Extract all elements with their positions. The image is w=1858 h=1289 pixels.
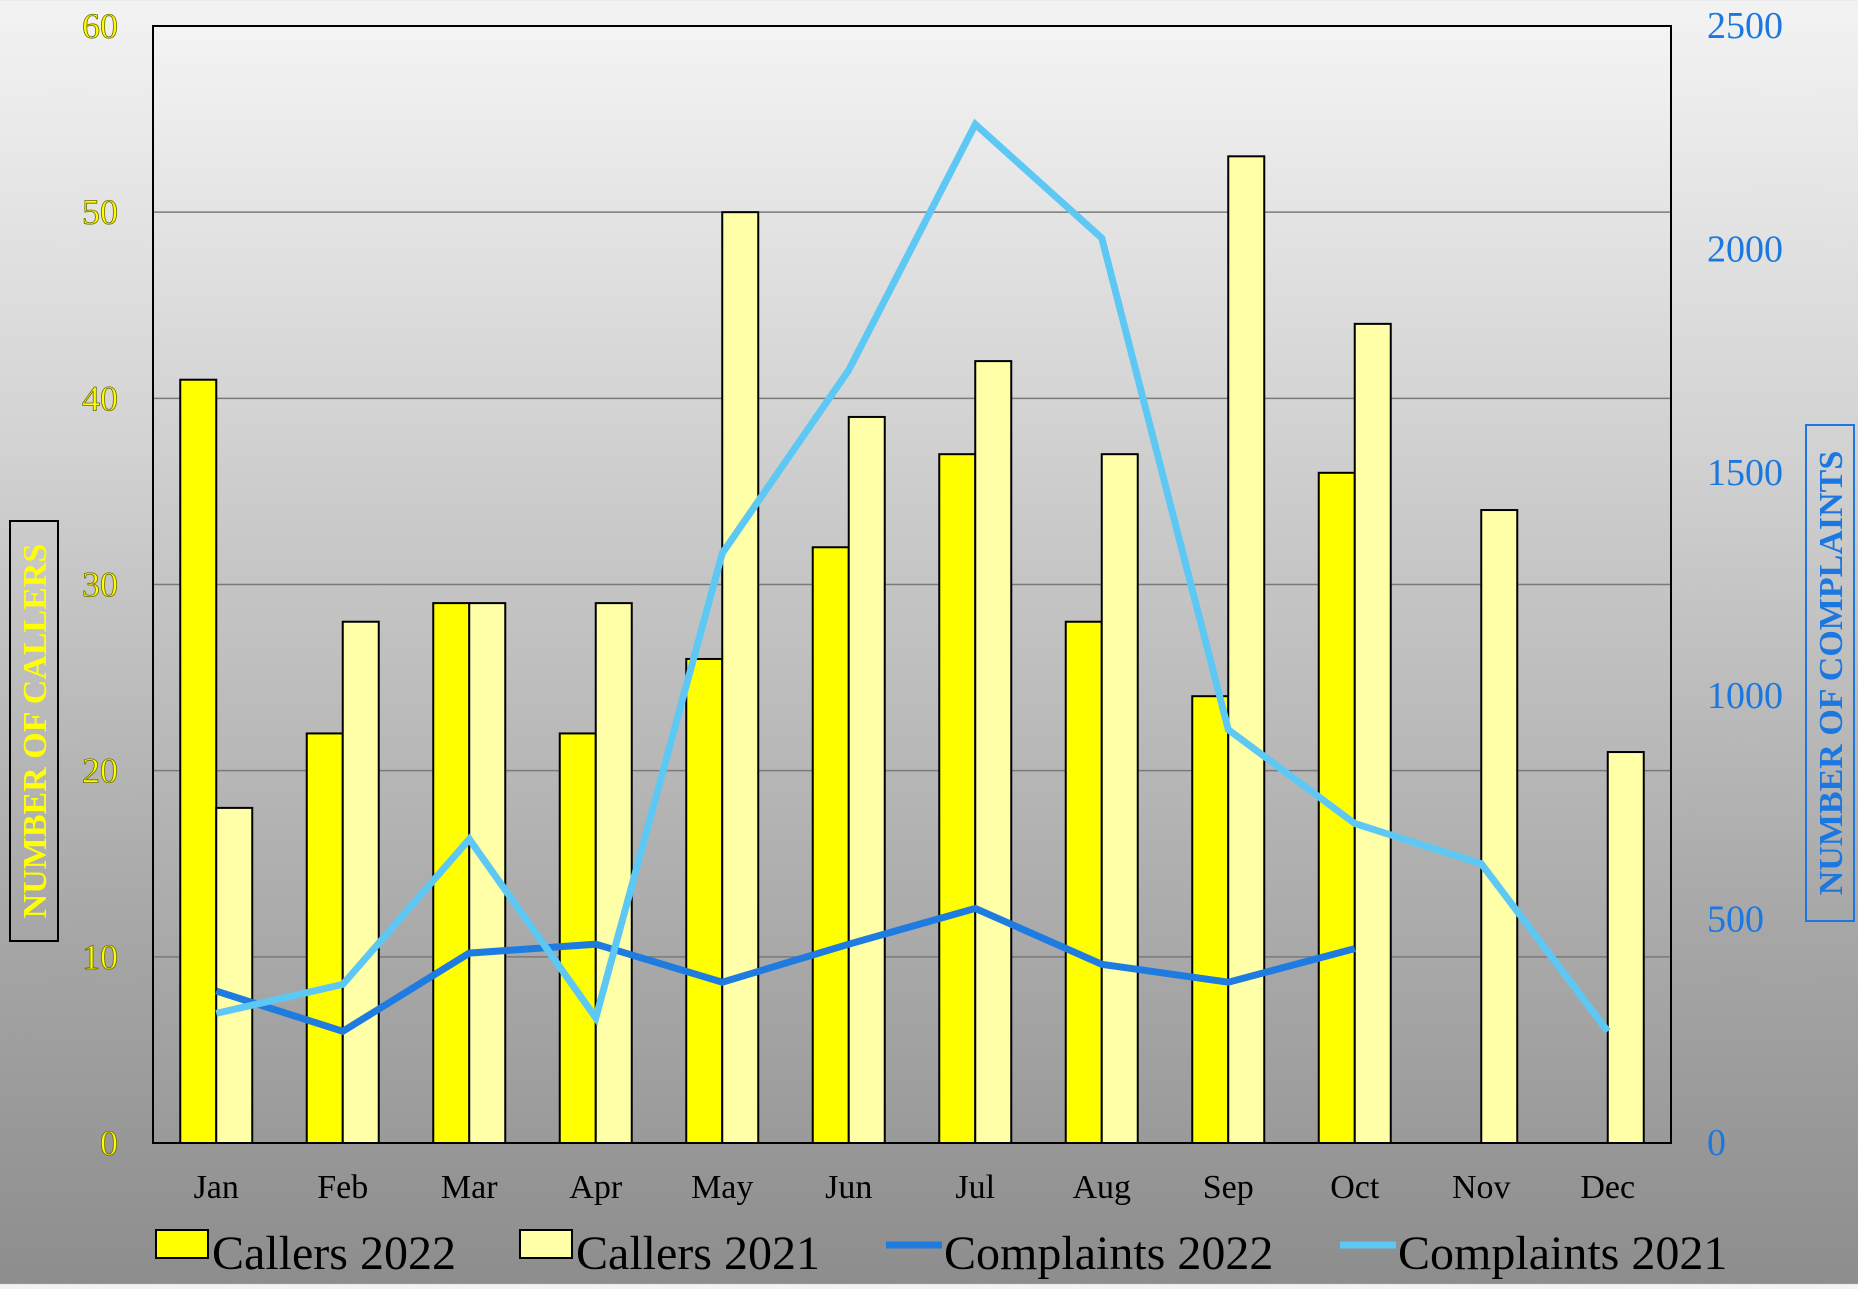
left-tick-label: 20 — [82, 751, 118, 791]
x-tick-label: Nov — [1452, 1169, 1511, 1206]
bar-callers-2021 — [1353, 322, 1392, 1145]
legend: Callers 2022 Callers 2021 Complaints 2022 C… — [155, 1227, 1727, 1280]
x-tick-label: Apr — [569, 1169, 623, 1206]
bar-callers-2022 — [558, 732, 597, 1145]
legend-label: Callers 2021 — [576, 1227, 820, 1280]
right-tick-label: 500 — [1707, 899, 1764, 941]
legend-swatch — [519, 1229, 573, 1259]
left-tick-label: 0 — [100, 1123, 118, 1163]
bar-callers-2022 — [1191, 695, 1230, 1144]
x-tick-label: May — [691, 1169, 753, 1206]
legend-label: Complaints 2021 — [1398, 1227, 1727, 1280]
x-tick-label: Feb — [317, 1169, 368, 1206]
left-axis-title-box — [9, 520, 59, 942]
legend-label: Complaints 2022 — [944, 1227, 1273, 1280]
left-tick-label: 30 — [82, 565, 118, 605]
legend-swatch — [155, 1229, 209, 1259]
bar-callers-2021 — [1480, 509, 1519, 1144]
right-tick-label: 1500 — [1707, 452, 1783, 494]
line-complaints-2022 — [215, 904, 1356, 1036]
bar-callers-2022 — [811, 546, 850, 1144]
bar-callers-2021 — [847, 415, 886, 1144]
right-axis-title-group: NUMBER OF COMPLAINTS — [1805, 424, 1855, 922]
left-tick-label: 60 — [82, 6, 118, 46]
x-tick-label: Dec — [1580, 1169, 1635, 1206]
lines — [215, 118, 1611, 1036]
x-tick-label: Jan — [194, 1169, 239, 1206]
right-axis-title: NUMBER OF COMPLAINTS — [1813, 451, 1850, 896]
left-tick-label: 50 — [82, 192, 118, 232]
x-tick-label: Sep — [1203, 1169, 1254, 1206]
right-tick-label: 0 — [1707, 1122, 1726, 1164]
left-axis-title: NUMBER OF CALLERS — [17, 544, 54, 919]
bar-callers-2022 — [179, 378, 218, 1144]
bar-callers-2021 — [468, 602, 507, 1144]
left-axis-title-group: NUMBER OF CALLERS — [9, 520, 59, 942]
gridlines — [153, 211, 1671, 958]
x-tick-label: Aug — [1072, 1169, 1131, 1206]
left-tick-label: 40 — [82, 378, 118, 418]
x-tick-label: Jul — [955, 1169, 995, 1206]
bar-callers-2022 — [938, 453, 977, 1144]
plot-frame — [152, 25, 1672, 1144]
axes: 0 10 20 30 40 50 60 0 500 1000 1500 2000 2500 Jan Feb M… — [9, 5, 1855, 1206]
bar-callers-2021 — [594, 602, 633, 1144]
bar-callers-2021 — [215, 806, 254, 1145]
right-axis-title-box — [1805, 424, 1855, 922]
right-tick-label: 2000 — [1707, 228, 1783, 270]
bar-callers-2021 — [1606, 751, 1645, 1144]
bar-callers-2021 — [721, 211, 760, 1144]
bar-callers-2021 — [1227, 155, 1266, 1145]
bar-callers-2021 — [1100, 453, 1139, 1144]
legend-label: Callers 2022 — [212, 1227, 456, 1280]
right-tick-label: 2500 — [1707, 5, 1783, 47]
x-tick-label: Jun — [825, 1169, 872, 1206]
bar-callers-2021 — [341, 620, 380, 1144]
x-tick-label: Oct — [1330, 1169, 1380, 1206]
bar-callers-2021 — [974, 360, 1013, 1145]
left-tick-label: 10 — [82, 937, 118, 977]
x-tick-label: Mar — [441, 1169, 498, 1206]
right-tick-label: 1000 — [1707, 675, 1783, 717]
bar-callers-2022 — [1064, 620, 1103, 1144]
bar-callers-2022 — [685, 657, 724, 1144]
bar-callers-2022 — [305, 732, 344, 1145]
line-complaints-2021 — [215, 118, 1611, 1034]
